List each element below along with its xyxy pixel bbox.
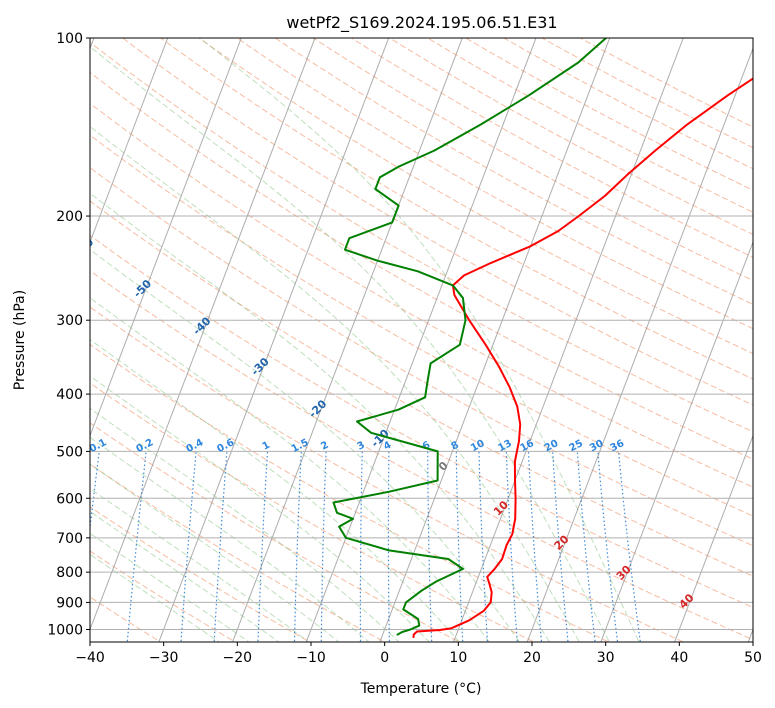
moist-adiabat-line xyxy=(90,192,551,642)
isotherm-line xyxy=(305,38,537,642)
y-tick-label: 100 xyxy=(56,31,83,47)
y-tick-label: 900 xyxy=(56,595,83,611)
isotherm-label: -60 xyxy=(73,235,96,258)
mixing-ratio-line xyxy=(552,451,569,642)
dry-adiabat-line xyxy=(312,38,753,282)
moist-adiabat-line xyxy=(90,532,250,642)
x-tick-label: 20 xyxy=(523,650,541,666)
y-tick-label: 1000 xyxy=(47,622,83,638)
moist-adiabat-line xyxy=(90,297,491,642)
y-axis-label: Pressure (hPa) xyxy=(12,290,28,390)
plot-frame xyxy=(89,37,754,643)
x-tick-label: −30 xyxy=(149,650,179,666)
moist-adiabat-line xyxy=(90,463,340,642)
dry-adiabat-line xyxy=(90,422,461,642)
y-tick-label: 200 xyxy=(56,209,83,225)
isotherm-line xyxy=(526,47,753,642)
dry-adiabat-line xyxy=(541,38,753,149)
isotherm-line xyxy=(90,38,316,631)
mixing-ratio-line xyxy=(478,451,489,642)
dry-adiabat-line xyxy=(90,134,753,517)
mixing-ratio-line xyxy=(180,451,197,642)
mixing-ratio-line xyxy=(576,451,596,642)
y-tick-label: 500 xyxy=(56,444,83,460)
dry-adiabat-line xyxy=(90,506,311,642)
dry-adiabat-line xyxy=(90,234,753,608)
mixing-ratio-line xyxy=(126,451,147,642)
x-tick-label: −40 xyxy=(75,650,105,666)
isotherm-line xyxy=(453,38,684,642)
mixing-ratio-line xyxy=(293,451,302,642)
mixing-ratio-line xyxy=(455,451,464,642)
mixing-ratio-line xyxy=(427,451,433,642)
dry-adiabat-line xyxy=(388,38,753,235)
pressure-gridlines xyxy=(90,38,753,630)
x-tick-label: −20 xyxy=(223,650,253,666)
dry-adiabat-line xyxy=(159,38,753,380)
x-axis-label: Temperature (°C) xyxy=(360,681,482,697)
dry-adiabat-line xyxy=(90,41,753,433)
mixing-ratio-line xyxy=(387,451,391,642)
moist-adiabat-line xyxy=(90,436,370,642)
mixing-ratio-line xyxy=(320,451,327,642)
dry-adiabat-line xyxy=(90,200,753,577)
moist-adiabat-line xyxy=(90,553,221,642)
background-lines xyxy=(90,38,753,642)
mixing-ratio-line xyxy=(505,451,518,642)
dry-adiabat-line xyxy=(350,38,753,258)
mixing-ratio-label: 3 xyxy=(355,440,366,453)
y-tick-label: 400 xyxy=(56,387,83,403)
isotherm-line xyxy=(600,240,753,642)
mixing-ratio-label: 4 xyxy=(382,440,393,453)
x-tick-label: 10 xyxy=(449,650,467,666)
y-tick-label: 700 xyxy=(56,531,83,547)
y-tick-label: 300 xyxy=(56,313,83,329)
dry-adiabat-line xyxy=(464,38,753,191)
moist-adiabat-line xyxy=(90,125,580,642)
isotherm-line xyxy=(158,38,390,642)
mixing-ratio-line xyxy=(213,451,228,642)
moist-adiabat-line xyxy=(90,46,610,642)
moist-adiabat-line xyxy=(90,249,521,642)
mixing-ratio-label: 6 xyxy=(421,440,432,453)
x-tick-label: 30 xyxy=(597,650,615,666)
dry-adiabat-line xyxy=(90,306,685,642)
mixing-ratio-label: 2 xyxy=(319,440,330,453)
moist-adiabat-line xyxy=(90,375,430,642)
mixing-ratio-label: 1 xyxy=(261,440,272,453)
x-tick-label: 0 xyxy=(380,650,389,666)
x-tick-label: −10 xyxy=(296,650,326,666)
x-tick-label: 50 xyxy=(744,650,762,666)
x-axis-ticks: −40 −30 −20 −10 0 10 20 30 40 50 xyxy=(75,642,762,666)
dry-adiabat-line xyxy=(274,38,753,305)
mixing-ratio-line xyxy=(257,451,269,642)
dry-adiabat-line xyxy=(90,463,386,642)
mixing-ratio-line xyxy=(597,451,619,642)
dry-adiabat-line xyxy=(121,38,753,406)
x-tick-label: 40 xyxy=(670,650,688,666)
mixing-ratio-line xyxy=(527,451,543,642)
isotherm-line xyxy=(90,38,242,438)
dry-adiabat-line xyxy=(90,71,753,460)
moist-adiabat-line xyxy=(90,338,460,642)
mixing-ratio-line xyxy=(90,451,100,533)
isotherm-line xyxy=(379,38,611,642)
isotherm-line xyxy=(674,434,753,642)
chart-title: wetPf2_S169.2024.195.06.51.E31 xyxy=(286,13,557,33)
y-tick-label: 800 xyxy=(56,565,83,581)
y-axis-ticks: 100 200 300 400 500 600 700 800 900 1000 xyxy=(47,31,90,638)
isotherm-line xyxy=(90,38,169,244)
series-lines xyxy=(332,38,753,639)
isotherm-line xyxy=(232,38,463,642)
y-tick-label: 600 xyxy=(56,491,83,507)
sounding-trace xyxy=(412,77,753,639)
dry-adiabat-line xyxy=(90,270,753,641)
mixing-ratio-line xyxy=(618,451,642,642)
mixing-ratio-label: 8 xyxy=(449,440,460,453)
moist-adiabat-line xyxy=(90,510,280,642)
dry-adiabat-line xyxy=(198,38,753,355)
sounding-trace xyxy=(332,38,607,636)
